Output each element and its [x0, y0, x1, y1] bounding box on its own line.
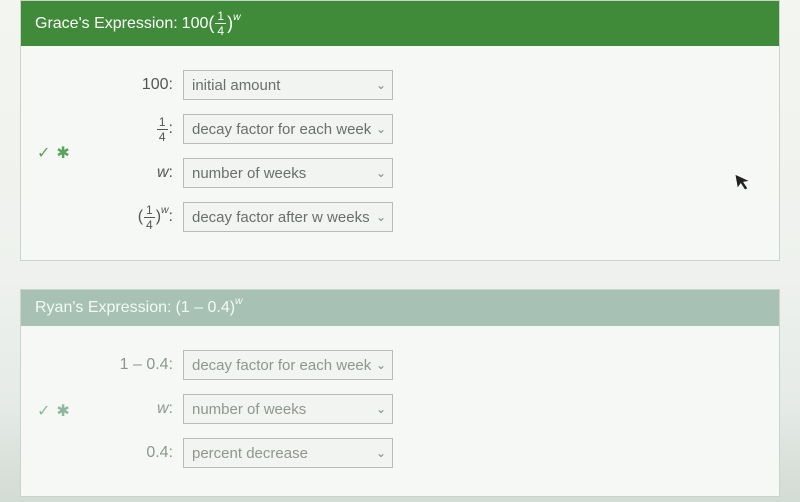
grace-header: Grace's Expression: 100 ( 1 4 ) w [21, 1, 779, 46]
chevron-down-icon: ⌄ [376, 78, 386, 92]
fraction-one-fourth: 1 4 [215, 10, 226, 37]
ryan-header: Ryan's Expression: (1 – 0.4) w [21, 290, 779, 326]
check-icon: ✓ [37, 143, 50, 163]
select-1-minus-04-value: decay factor for each week [192, 357, 371, 374]
fraction-numerator: 1 [215, 10, 226, 24]
label-100: 100: [85, 76, 173, 94]
label-colon: : [169, 208, 173, 226]
ryan-status-icons: ✓ ✱ [37, 401, 70, 421]
grace-status-icons: ✓ ✱ [37, 143, 70, 163]
chevron-down-icon: ⌄ [376, 166, 386, 180]
check-icon: ✓ [37, 401, 50, 421]
select-ryan-w[interactable]: number of weeks ⌄ [183, 394, 393, 424]
select-w-value: number of weeks [192, 165, 306, 182]
ryan-row-04: 0.4: percent decrease ⌄ [85, 438, 771, 468]
fraction-numerator: 1 [144, 204, 155, 218]
select-quarter[interactable]: decay factor for each week ⌄ [183, 114, 393, 144]
fraction-numerator: 1 [157, 116, 168, 130]
hint-icon: ✱ [56, 401, 69, 421]
grace-row-100: 100: initial amount ⌄ [85, 70, 771, 100]
select-quarter-value: decay factor for each week [192, 121, 371, 138]
label-1-minus-04: 1 – 0.4: [85, 356, 173, 374]
select-quarter-power-w[interactable]: decay factor after w weeks ⌄ [183, 202, 393, 232]
grace-row-quarter-power-w: ( 1 4 ) w : decay factor after w weeks ⌄ [85, 202, 771, 232]
label-1-minus-04-text: 1 – 0.4: [120, 356, 173, 374]
select-04[interactable]: percent decrease ⌄ [183, 438, 393, 468]
label-colon: : [169, 400, 173, 418]
grace-row-w: w : number of weeks ⌄ [85, 158, 771, 188]
fraction-denominator: 4 [146, 218, 153, 231]
select-04-value: percent decrease [192, 445, 308, 462]
open-paren: ( [138, 208, 143, 226]
chevron-down-icon: ⌄ [376, 210, 386, 224]
grace-header-coef: 100 [182, 15, 209, 33]
grace-expression-card: Grace's Expression: 100 ( 1 4 ) w ✓ ✱ 10… [20, 0, 780, 261]
select-100[interactable]: initial amount ⌄ [183, 70, 393, 100]
ryan-body: ✓ ✱ 1 – 0.4: decay factor for each week … [21, 326, 779, 496]
chevron-down-icon: ⌄ [376, 358, 386, 372]
ryan-header-expression: (1 – 0.4) w [175, 299, 242, 317]
label-w: w : [85, 164, 173, 182]
select-1-minus-04[interactable]: decay factor for each week ⌄ [183, 350, 393, 380]
ryan-header-prefix: Ryan's Expression: [35, 299, 171, 317]
hint-icon: ✱ [56, 143, 69, 163]
ryan-expression-card: Ryan's Expression: (1 – 0.4) w ✓ ✱ 1 – 0… [20, 289, 780, 497]
label-04-text: 0.4: [146, 444, 173, 462]
chevron-down-icon: ⌄ [376, 122, 386, 136]
label-w-text: w [157, 400, 169, 418]
label-w: w : [85, 400, 173, 418]
fraction-one-fourth-label: 1 4 [144, 204, 155, 231]
ryan-row-w: w : number of weeks ⌄ [85, 394, 771, 424]
select-w[interactable]: number of weeks ⌄ [183, 158, 393, 188]
grace-header-prefix: Grace's Expression: [35, 15, 178, 33]
fraction-denominator: 4 [217, 24, 224, 37]
select-100-value: initial amount [192, 77, 280, 94]
chevron-down-icon: ⌄ [376, 402, 386, 416]
fraction-one-fourth-label: 1 4 [157, 116, 168, 143]
ryan-header-inner: (1 – 0.4) [175, 299, 235, 317]
open-paren: ( [208, 13, 214, 34]
label-colon: : [169, 120, 173, 138]
fraction-denominator: 4 [159, 130, 166, 143]
select-quarter-power-w-value: decay factor after w weeks [192, 209, 370, 226]
ryan-row-1-minus-04: 1 – 0.4: decay factor for each week ⌄ [85, 350, 771, 380]
exponent-w: w [161, 205, 169, 216]
grace-header-expression: 100 ( 1 4 ) w [182, 10, 241, 37]
grace-body: ✓ ✱ 100: initial amount ⌄ 1 4 : [21, 46, 779, 260]
exponent-w: w [235, 296, 243, 307]
label-w-text: w [157, 164, 169, 182]
chevron-down-icon: ⌄ [376, 446, 386, 460]
select-ryan-w-value: number of weeks [192, 401, 306, 418]
label-100-text: 100: [142, 76, 173, 94]
exponent-w: w [233, 12, 241, 23]
label-quarter: 1 4 : [85, 116, 173, 143]
label-04: 0.4: [85, 444, 173, 462]
grace-row-quarter: 1 4 : decay factor for each week ⌄ [85, 114, 771, 144]
label-quarter-power-w: ( 1 4 ) w : [85, 204, 173, 231]
label-colon: : [169, 164, 173, 182]
